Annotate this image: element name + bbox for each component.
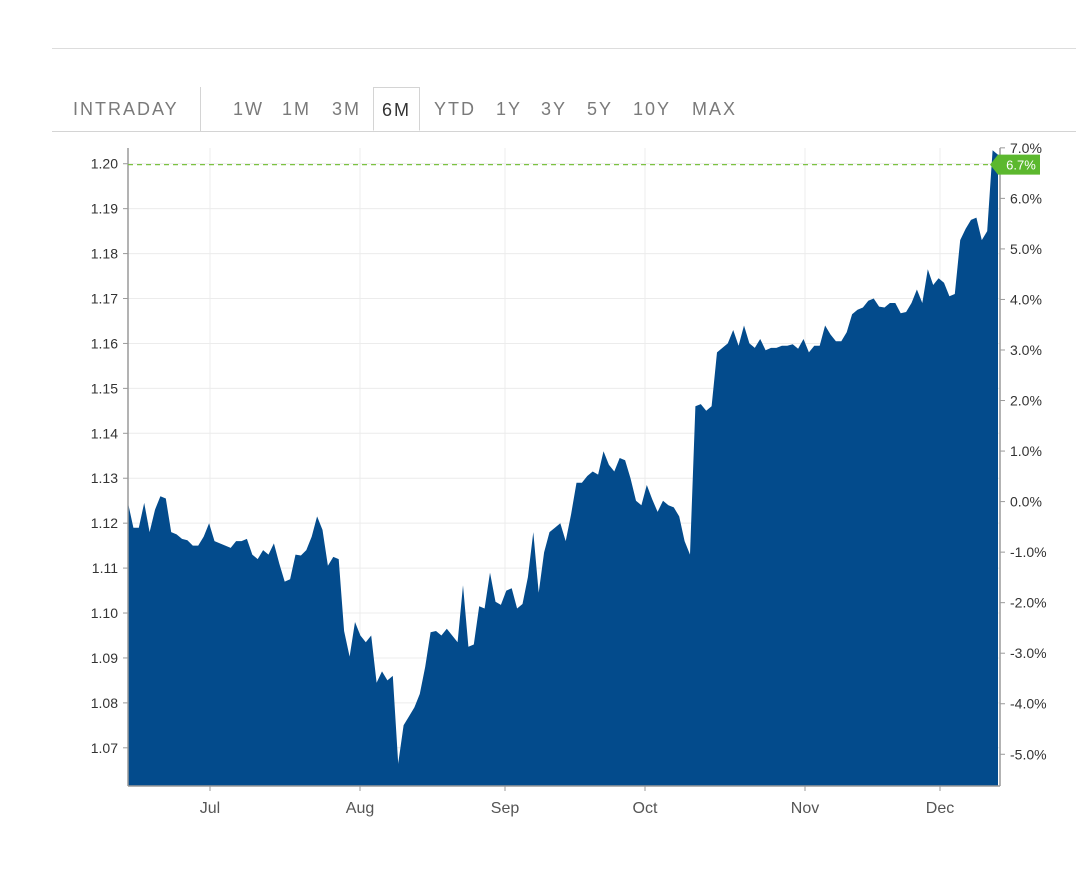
range-tab-bar: INTRADAY 1W 1M 3M 6M YTD 1Y 3Y 5Y 10Y MA… bbox=[52, 87, 1076, 132]
right-tick-label: -1.0% bbox=[1010, 544, 1047, 560]
tab-separator bbox=[200, 87, 201, 131]
right-tick-label: 5.0% bbox=[1010, 241, 1042, 257]
left-tick-label: 1.14 bbox=[91, 425, 118, 441]
tab-max[interactable]: MAX bbox=[692, 99, 738, 119]
left-tick-label: 1.20 bbox=[91, 156, 118, 172]
right-tick-label: -4.0% bbox=[1010, 696, 1047, 712]
right-tick-label: -3.0% bbox=[1010, 645, 1047, 661]
left-tick-label: 1.11 bbox=[92, 560, 118, 576]
x-tick-label: Aug bbox=[346, 800, 374, 817]
x-tick-label: Sep bbox=[491, 800, 520, 817]
right-tick-label: 1.0% bbox=[1010, 443, 1042, 459]
tab-1w[interactable]: 1W bbox=[233, 99, 264, 119]
right-tick-label: -5.0% bbox=[1010, 746, 1047, 762]
tab-3m[interactable]: 3M bbox=[332, 99, 362, 119]
right-tick-label: 6.0% bbox=[1010, 190, 1042, 206]
tab-5y[interactable]: 5Y bbox=[587, 99, 614, 119]
left-tick-label: 1.19 bbox=[91, 201, 118, 217]
left-tick-label: 1.07 bbox=[91, 740, 118, 756]
x-tick-label: Dec bbox=[926, 800, 954, 817]
tab-6m[interactable]: 6M bbox=[373, 87, 421, 131]
left-tick-label: 1.17 bbox=[91, 291, 118, 307]
left-tick-label: 1.08 bbox=[91, 695, 118, 711]
right-tick-label: 3.0% bbox=[1010, 342, 1042, 358]
tab-1y[interactable]: 1Y bbox=[496, 99, 523, 119]
left-tick-label: 1.12 bbox=[91, 515, 118, 531]
tab-intraday[interactable]: INTRADAY bbox=[73, 99, 179, 119]
current-value-badge: 6.7% bbox=[990, 154, 1040, 175]
right-tick-label: 4.0% bbox=[1010, 291, 1042, 307]
tab-ytd[interactable]: YTD bbox=[434, 99, 476, 119]
x-tick-label: Nov bbox=[791, 800, 819, 817]
tab-3y[interactable]: 3Y bbox=[541, 99, 568, 119]
price-area-series bbox=[128, 150, 998, 786]
x-tick-label: Jul bbox=[200, 800, 220, 817]
left-tick-label: 1.13 bbox=[91, 470, 118, 486]
right-tick-label: 0.0% bbox=[1010, 494, 1042, 510]
left-tick-label: 1.16 bbox=[91, 335, 118, 351]
left-tick-label: 1.10 bbox=[91, 605, 118, 621]
tab-10y[interactable]: 10Y bbox=[633, 99, 672, 119]
right-tick-label: 7.0% bbox=[1010, 140, 1042, 156]
x-tick-label: Oct bbox=[633, 800, 658, 817]
left-tick-label: 1.18 bbox=[91, 246, 118, 262]
current-value-label: 6.7% bbox=[1006, 158, 1036, 173]
left-tick-label: 1.09 bbox=[91, 650, 118, 666]
left-tick-label: 1.15 bbox=[91, 380, 118, 396]
tab-bar-underline bbox=[52, 131, 1076, 132]
right-tick-label: 2.0% bbox=[1010, 393, 1042, 409]
right-tick-label: -2.0% bbox=[1010, 595, 1047, 611]
current-value-badge-shape bbox=[990, 154, 1040, 175]
top-divider bbox=[52, 48, 1076, 49]
tab-1m[interactable]: 1M bbox=[282, 99, 312, 119]
